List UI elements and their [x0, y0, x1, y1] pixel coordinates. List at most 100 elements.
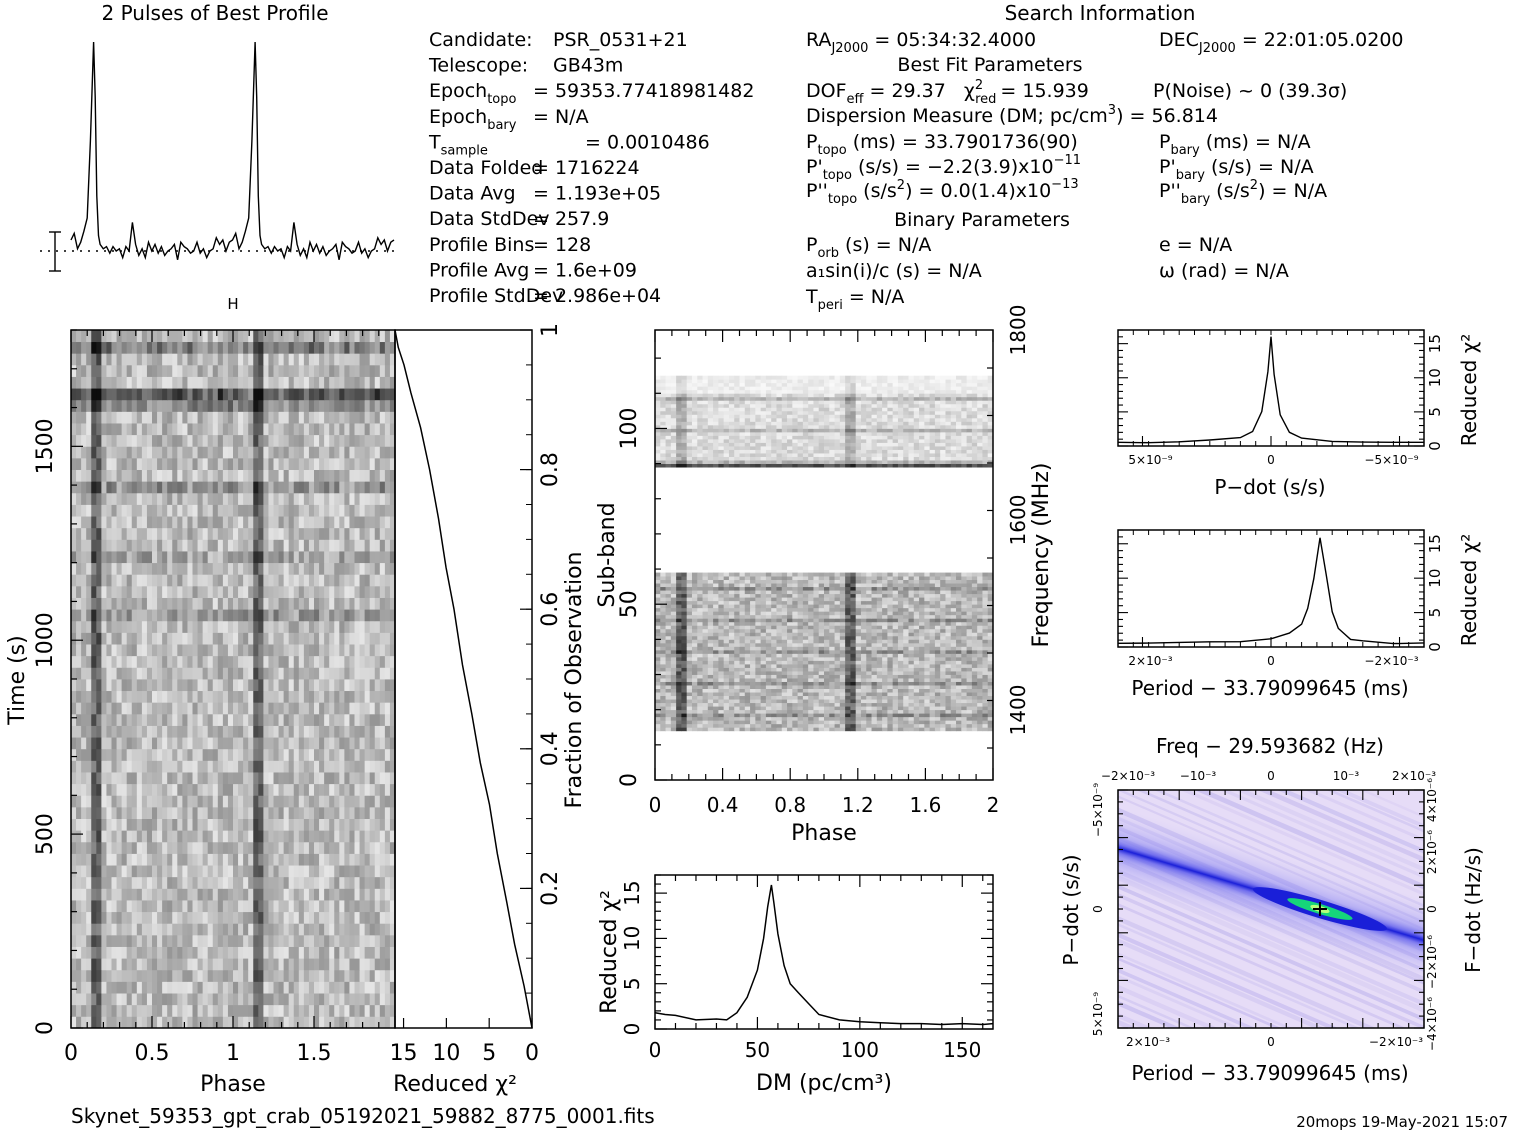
heat-cell	[121, 818, 128, 831]
heat-cell	[329, 853, 335, 866]
heat-cell	[227, 434, 234, 447]
heat-cell	[389, 585, 396, 598]
heat-cell	[384, 981, 391, 994]
heat-cell	[303, 923, 310, 936]
heat-cell	[771, 674, 777, 679]
heat-cell	[258, 818, 264, 831]
heat-cell	[136, 527, 143, 540]
heat-cell	[808, 713, 814, 718]
heat-cell	[136, 748, 143, 761]
heat-cell	[339, 865, 345, 878]
heat-cell	[288, 900, 295, 913]
heat-cell	[222, 888, 229, 901]
heat-cell	[359, 818, 366, 831]
heat-cell	[369, 446, 376, 459]
heat-cell	[177, 434, 183, 447]
heat-cell	[202, 411, 209, 424]
heat-cell	[162, 574, 168, 587]
heat-cell	[121, 900, 128, 913]
heat-cell	[339, 620, 345, 633]
heat-cell	[106, 527, 112, 540]
heat-cell	[96, 923, 102, 936]
heat-cell	[384, 655, 391, 668]
heat-cell	[141, 1004, 148, 1017]
heat-cell	[813, 706, 820, 711]
heat-cell	[162, 481, 168, 494]
heat-cell	[258, 527, 264, 540]
heat-cell	[152, 865, 158, 878]
heat-cell	[319, 620, 325, 633]
heat-cell	[167, 783, 173, 796]
heat-cell	[152, 876, 158, 889]
heat-cell	[349, 376, 355, 389]
heat-cell	[177, 481, 183, 494]
heat-cell	[238, 341, 244, 354]
heat-cell	[293, 481, 300, 494]
heat-cell	[131, 341, 138, 354]
heat-cell	[359, 516, 366, 529]
heat-cell	[324, 504, 330, 517]
heat-cell	[354, 516, 360, 529]
heat-cell	[389, 364, 396, 377]
heat-cell	[106, 737, 112, 750]
heat-cell	[379, 399, 386, 412]
heat-cell	[187, 655, 193, 668]
heat-cell	[238, 655, 244, 668]
heat-cell	[233, 388, 239, 401]
heat-cell	[96, 934, 102, 947]
heat-cell	[298, 411, 305, 424]
heat-cell	[157, 923, 163, 936]
heat-cell	[728, 716, 735, 721]
heat-cell	[369, 818, 376, 831]
heat-cell	[339, 702, 345, 715]
heat-cell	[739, 723, 746, 728]
heat-cell	[359, 713, 366, 726]
heat-cell	[324, 713, 330, 726]
heat-cell	[913, 727, 920, 732]
heat-cell	[940, 699, 946, 704]
heat-cell	[207, 609, 214, 622]
heat-cell	[384, 504, 391, 517]
chi2-tick-label: 5	[482, 1041, 496, 1066]
heat-cell	[834, 699, 841, 704]
heat-cell	[111, 876, 117, 889]
heat-cell	[364, 516, 371, 529]
heat-cell	[136, 516, 143, 529]
heat-cell	[934, 709, 941, 714]
heat-cell	[755, 713, 762, 718]
heat-cell	[723, 678, 730, 682]
heat-cell	[248, 551, 254, 564]
heat-cell	[227, 934, 234, 947]
heat-cell	[263, 376, 269, 389]
heat-cell	[268, 330, 274, 343]
heat-cell	[202, 388, 209, 401]
heat-cell	[253, 923, 259, 936]
heat-cell	[116, 620, 123, 633]
heat-cell	[217, 993, 224, 1006]
heat-cell	[248, 562, 254, 575]
heat-cell	[106, 330, 112, 343]
heat-cell	[379, 492, 386, 505]
heat-cell	[81, 609, 87, 622]
heat-cell	[349, 574, 355, 587]
heat-cell	[359, 876, 366, 889]
heat-cell	[329, 702, 335, 715]
heat-cell	[141, 632, 148, 645]
heat-cell	[253, 713, 259, 726]
heat-cell	[339, 667, 345, 680]
heat-cell	[744, 706, 751, 711]
heat-cell	[818, 727, 825, 732]
heat-cell	[91, 969, 97, 982]
heat-cell	[374, 492, 381, 505]
heat-cell	[349, 876, 355, 889]
heat-cell	[389, 539, 396, 552]
heat-cell	[111, 993, 117, 1006]
heat-cell	[207, 376, 214, 389]
heat-cell	[324, 330, 330, 343]
heat-cell	[106, 457, 112, 470]
heat-cell	[802, 692, 809, 697]
heat-cell	[233, 609, 239, 622]
heat-cell	[233, 446, 239, 459]
heat-cell	[212, 423, 219, 436]
heat-cell	[222, 655, 229, 668]
